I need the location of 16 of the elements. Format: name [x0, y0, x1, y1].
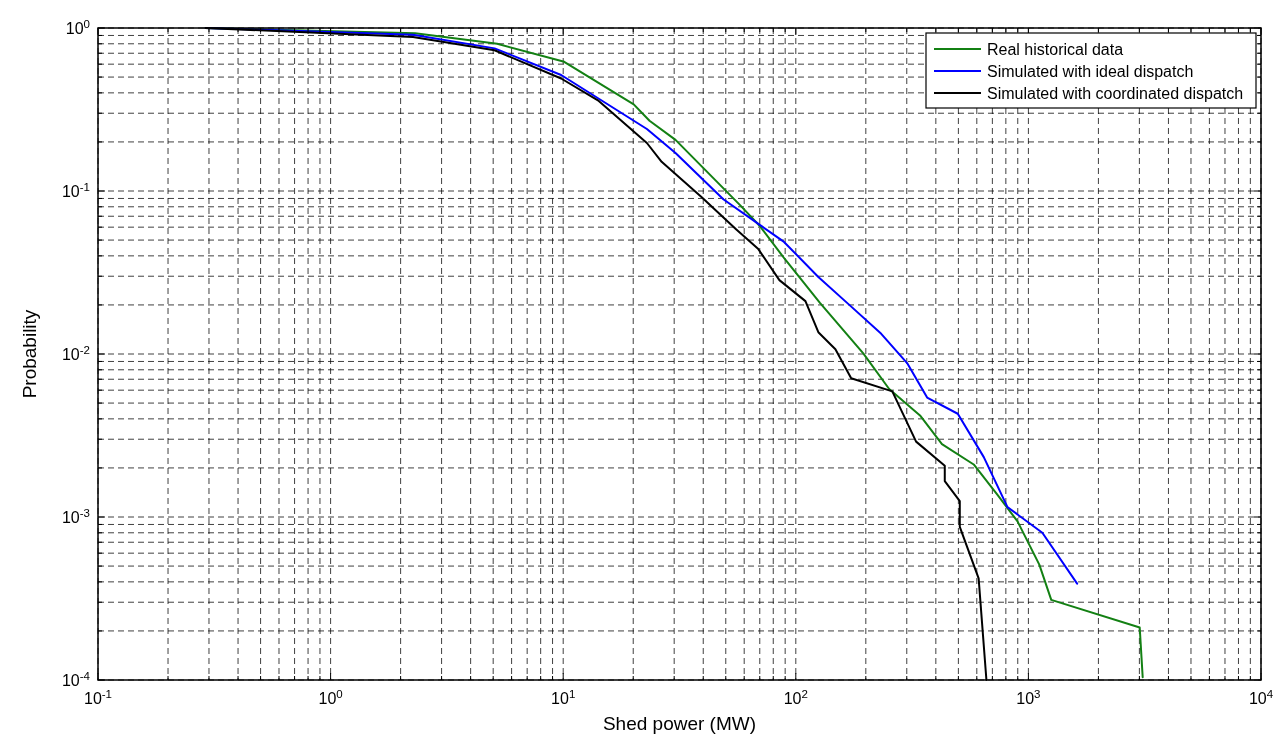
legend-label: Simulated with ideal dispatch: [987, 63, 1194, 80]
y-tick-label: 10$^{-2}$: [61, 344, 90, 363]
y-tick-label: 10$^{-4}$: [61, 670, 91, 689]
legend-label: Simulated with coordinated dispatch: [987, 85, 1244, 102]
y-axis-title: Probability: [19, 309, 40, 399]
x-tick-label: 10$^{4}$: [1248, 688, 1274, 707]
legend-label: Real historical data: [987, 41, 1124, 58]
x-tick-label: 10$^{1}$: [551, 688, 576, 707]
y-tick-label: 10$^{-3}$: [61, 507, 90, 526]
y-tick-label: 10$^{-1}$: [61, 181, 90, 200]
x-tick-label: 10$^{3}$: [1016, 688, 1041, 707]
x-tick-label: 10$^{-1}$: [83, 688, 113, 707]
y-tick-label: 10$^{0}$: [65, 18, 90, 37]
x-tick-label: 10$^{2}$: [783, 688, 808, 707]
x-axis-title: Shed power (MW): [602, 713, 757, 734]
x-tick-label: 10$^{0}$: [318, 688, 343, 707]
